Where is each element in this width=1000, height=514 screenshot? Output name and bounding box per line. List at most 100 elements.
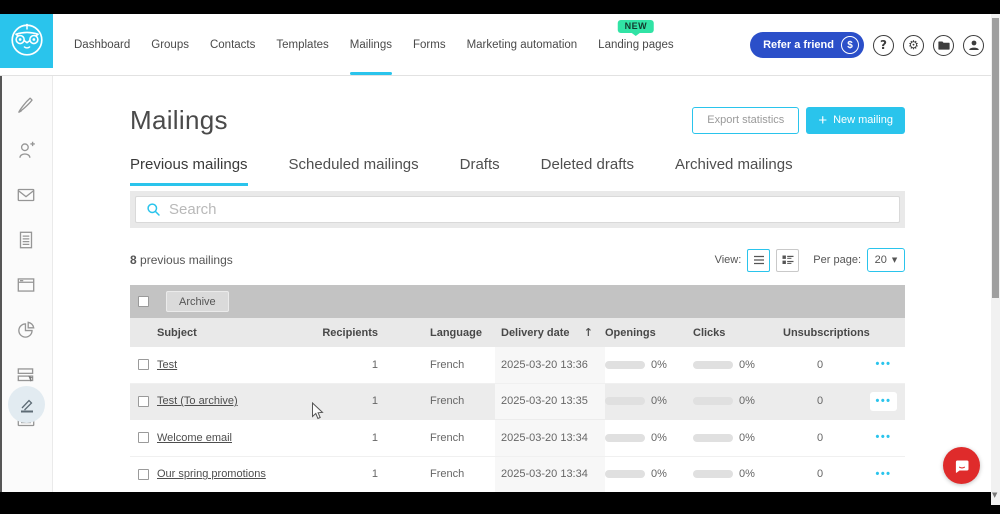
openings-value: 0%: [651, 468, 667, 481]
folder-icon[interactable]: [933, 34, 954, 56]
clicks-value: 0%: [739, 431, 755, 444]
column-header-delivery-date[interactable]: Delivery date ↑: [495, 326, 605, 339]
nav-label: Forms: [412, 39, 446, 51]
nav-item-contacts[interactable]: Contacts: [210, 14, 255, 76]
row-checkbox[interactable]: [138, 468, 149, 480]
account-icon[interactable]: [963, 34, 984, 56]
tab-scheduled-mailings[interactable]: Scheduled mailings: [288, 156, 419, 173]
new-badge: NEW: [617, 20, 655, 33]
nav-item-marketing-automation[interactable]: Marketing automation: [467, 14, 578, 76]
clicks-value: 0%: [739, 358, 755, 371]
scrollbar-thumb[interactable]: [992, 18, 999, 298]
help-icon[interactable]: ?: [873, 34, 894, 56]
bottom-letterbox-bar: [0, 492, 1000, 514]
mailing-subject-link[interactable]: Test: [157, 358, 178, 371]
mailing-subject-link[interactable]: Test (To archive): [157, 395, 238, 408]
nav-label: Templates: [276, 39, 329, 51]
scrollbar-down-arrow[interactable]: ▼: [992, 491, 998, 499]
search-input[interactable]: [169, 201, 899, 218]
brand-logo[interactable]: [0, 14, 53, 68]
unsubscriptions-value: 0: [816, 468, 824, 481]
sort-ascending-icon[interactable]: ↑: [583, 326, 593, 339]
per-page-label: Per page:: [813, 254, 861, 266]
nav-item-groups[interactable]: Groups: [151, 14, 189, 76]
per-page-select[interactable]: 20 ▼: [867, 248, 905, 272]
search-strip: [130, 191, 905, 228]
row-actions-button[interactable]: •••: [875, 431, 892, 444]
unsubscriptions-value: 0: [816, 431, 824, 444]
nav-item-dashboard[interactable]: Dashboard: [74, 14, 130, 76]
design-brush-icon[interactable]: [14, 93, 38, 117]
unsubscriptions-value: 0: [816, 358, 824, 371]
language-value: French: [430, 395, 465, 408]
search-icon: [147, 203, 160, 216]
row-checkbox[interactable]: [138, 432, 149, 444]
list-view-toggle[interactable]: [747, 248, 771, 272]
delivery-date-value: 2025-03-20 13:34: [495, 456, 605, 492]
left-sidebar: [0, 76, 53, 492]
automation-select-icon[interactable]: [14, 363, 38, 387]
recipients-value: 1: [371, 358, 378, 371]
statistics-pie-icon[interactable]: [14, 318, 38, 342]
list-view-icon: [753, 255, 764, 265]
tab-previous-mailings[interactable]: Previous mailings: [130, 156, 248, 186]
openings-progress-bar: [605, 470, 645, 479]
grid-view-toggle[interactable]: [776, 248, 800, 272]
per-page-value: 20: [874, 254, 887, 266]
nav-label: Marketing automation: [466, 39, 578, 51]
tab-drafts[interactable]: Drafts: [459, 156, 500, 173]
results-count-number: 8: [130, 253, 137, 267]
table-row[interactable]: Test (To archive) 1 French 2025-03-20 13…: [130, 383, 905, 420]
mailing-subject-link[interactable]: Our spring promotions: [157, 468, 266, 481]
row-actions-button[interactable]: •••: [875, 467, 892, 480]
clicks-progress-bar: [693, 470, 733, 479]
column-header-clicks[interactable]: Clicks: [693, 326, 726, 339]
main-content: Mailings Export statistics + New mailing…: [53, 76, 992, 492]
tab-archived-mailings[interactable]: Archived mailings: [675, 156, 793, 173]
openings-value: 0%: [651, 358, 667, 371]
nav-item-forms[interactable]: Forms: [413, 14, 446, 76]
support-pen-button[interactable]: [8, 386, 45, 423]
row-checkbox[interactable]: [138, 395, 149, 407]
column-header-recipients[interactable]: Recipients: [322, 326, 378, 339]
refer-label: Refer a friend: [763, 39, 834, 51]
select-all-checkbox[interactable]: [138, 296, 149, 307]
column-header-openings[interactable]: Openings: [605, 326, 656, 339]
export-statistics-button[interactable]: Export statistics: [692, 106, 800, 134]
tab-deleted-drafts[interactable]: Deleted drafts: [540, 156, 635, 173]
delivery-date-value: 2025-03-20 13:36: [495, 347, 605, 383]
column-header-subject[interactable]: Subject: [157, 326, 197, 339]
nav-item-landing-pages[interactable]: NEW Landing pages: [598, 14, 674, 76]
results-count-label: previous mailings: [140, 253, 233, 267]
nav-item-mailings[interactable]: Mailings: [349, 14, 393, 76]
language-value: French: [430, 358, 465, 371]
email-envelope-icon[interactable]: [14, 183, 38, 207]
openings-progress-bar: [605, 397, 645, 406]
table-row[interactable]: Our spring promotions 1 French 2025-03-2…: [130, 456, 905, 492]
live-chat-button[interactable]: [943, 447, 980, 484]
row-actions-button[interactable]: •••: [870, 391, 897, 411]
column-header-language[interactable]: Language: [430, 326, 482, 339]
column-header-unsubscriptions[interactable]: Unsubscriptions: [783, 326, 870, 339]
unsubscriptions-value: 0: [816, 395, 824, 408]
table-row[interactable]: Welcome email 1 French 2025-03-20 13:34 …: [130, 420, 905, 457]
new-mailing-button[interactable]: + New mailing: [806, 106, 905, 134]
refer-a-friend-button[interactable]: Refer a friend $: [750, 32, 864, 58]
window-left-edge: [0, 76, 2, 492]
clicks-progress-bar: [693, 360, 733, 369]
row-checkbox[interactable]: [138, 359, 149, 371]
top-navbar: Dashboard Groups Contacts Templates Mail…: [0, 14, 1000, 76]
table-row[interactable]: Test 1 French 2025-03-20 13:36 0% 0% 0 •…: [130, 347, 905, 384]
forms-document-icon[interactable]: [14, 228, 38, 252]
landing-page-browser-icon[interactable]: [14, 273, 38, 297]
archive-button[interactable]: Archive: [166, 291, 229, 312]
row-actions-button[interactable]: •••: [875, 358, 892, 371]
mailing-subject-link[interactable]: Welcome email: [157, 431, 232, 444]
view-label: View:: [714, 254, 742, 266]
nav-label: Groups: [151, 39, 189, 51]
settings-gear-icon[interactable]: ⚙: [903, 34, 924, 56]
top-letterbox-bar: [0, 0, 1000, 14]
add-contact-icon[interactable]: [14, 138, 38, 162]
nav-item-templates[interactable]: Templates: [276, 14, 328, 76]
